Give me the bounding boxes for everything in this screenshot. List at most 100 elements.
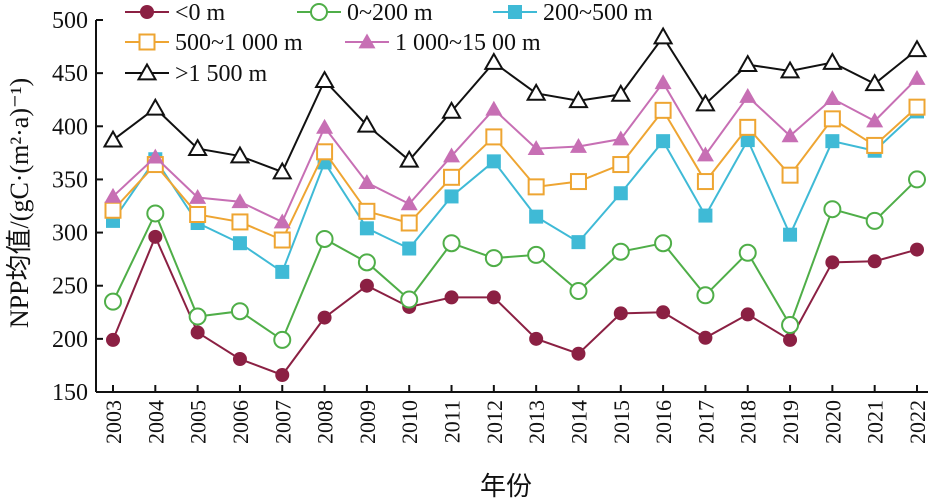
data-point [740,307,755,322]
data-point [610,83,632,102]
data-point [358,202,376,220]
data-point [698,330,713,345]
data-point [231,213,249,231]
legend-marker [358,33,376,49]
data-point [612,130,630,146]
series-0 [106,229,924,382]
x-tick-label: 2021 [863,400,888,444]
data-point [444,189,459,204]
x-tick-label: 2017 [693,400,718,444]
data-point [910,242,924,257]
legend-marker [140,5,154,19]
data-point [527,245,546,264]
data-point [314,70,335,88]
data-point [485,100,503,116]
data-point [400,290,419,309]
y-tick-label: 200 [52,327,88,353]
y-tick-label: 450 [52,61,88,87]
y-tick-label: 350 [52,167,88,193]
x-tick-label: 2022 [905,400,929,444]
data-point [906,39,928,58]
data-point [357,253,376,272]
data-point [231,193,249,209]
x-tick-label: 2019 [778,400,803,444]
data-point [822,51,843,70]
legend-item: 1 000~15 00 m [345,30,541,56]
data-point [527,140,545,155]
series-3 [104,98,926,249]
data-point [104,201,122,219]
series-5 [102,26,928,180]
data-point [529,209,544,224]
legend-item: 0~200 m [297,0,433,26]
data-point [527,178,545,196]
data-point [656,134,671,149]
data-point [569,137,587,153]
data-point [484,249,503,268]
series-4 [104,69,926,229]
data-point [738,243,757,262]
data-point [441,100,462,119]
data-point [273,231,291,249]
legend-label: >1 500 m [175,61,268,87]
data-point [696,286,715,305]
data-point [737,54,758,73]
data-point [866,112,884,128]
data-point [823,90,841,106]
data-point [823,200,842,219]
series-layer [102,26,928,382]
data-point [654,234,673,253]
data-point [232,236,247,251]
data-point [779,60,801,79]
data-point [825,255,840,270]
data-point [864,73,885,92]
data-point [315,229,334,248]
data-point [740,133,755,148]
series-line [112,234,918,377]
data-point [568,90,589,109]
data-point [695,93,716,112]
data-point [232,352,247,367]
data-point [443,147,461,163]
series-line [112,110,918,274]
x-tick-label: 2003 [101,400,126,444]
x-tick-label: 2007 [270,400,295,444]
data-point [189,188,207,204]
data-point [652,26,674,45]
x-tick-label: 2018 [736,400,761,444]
data-point [359,278,374,293]
data-point [908,69,926,85]
legend: <0 m 0~200 m 200~500 m 500~1 000 m 1 000~15 … [125,0,653,87]
data-point [272,161,293,180]
x-tick-label: 2006 [228,400,253,444]
data-point [102,129,124,148]
data-point [316,118,334,134]
data-point [398,149,420,168]
data-point [275,367,290,382]
data-point [525,82,547,101]
legend-item: 500~1 000 m [125,30,303,56]
data-point [783,227,798,242]
legend-label: 500~1 000 m [175,30,303,56]
data-point [696,173,714,191]
data-point [443,168,461,186]
data-point [825,134,840,149]
x-tick-label: 2014 [566,400,591,444]
y-axis-label: NPP均值/(gC·(m²·a)⁻¹) [5,78,34,328]
legend-label: 1 000~15 00 m [395,30,541,56]
data-point [781,166,799,184]
data-point [867,254,882,269]
data-point [273,330,292,349]
x-tick-label: 2010 [397,400,422,444]
x-tick-label: 2008 [313,400,338,444]
y-tick-label: 250 [52,274,88,300]
data-point [486,290,501,305]
data-point [654,74,672,90]
data-point [612,156,630,174]
data-point [187,138,208,156]
data-point [569,282,588,301]
legend-marker [508,5,522,19]
data-point [823,110,841,128]
x-tick-label: 2016 [651,400,676,444]
data-point [146,148,164,164]
